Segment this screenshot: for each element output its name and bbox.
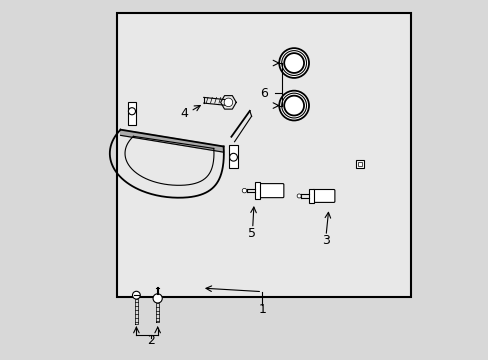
Circle shape	[297, 194, 301, 198]
Bar	[308, 189, 313, 203]
Text: 4: 4	[180, 107, 188, 120]
FancyBboxPatch shape	[312, 189, 334, 202]
FancyBboxPatch shape	[228, 145, 238, 168]
Bar	[117, 13, 410, 297]
FancyBboxPatch shape	[127, 102, 136, 125]
Circle shape	[128, 108, 135, 115]
Polygon shape	[121, 130, 223, 152]
Circle shape	[279, 48, 308, 78]
Circle shape	[229, 153, 237, 161]
Circle shape	[224, 98, 232, 107]
Bar	[254, 183, 260, 199]
Text: 3: 3	[322, 234, 329, 247]
Circle shape	[281, 51, 306, 76]
FancyBboxPatch shape	[259, 184, 283, 198]
Bar	[357, 162, 361, 166]
Text: 1: 1	[258, 303, 265, 316]
Circle shape	[132, 291, 140, 299]
Text: 5: 5	[247, 227, 255, 240]
Text: 2: 2	[146, 334, 154, 347]
Bar	[355, 160, 363, 168]
Text: 6: 6	[260, 87, 267, 100]
Circle shape	[153, 294, 162, 303]
Circle shape	[284, 96, 304, 116]
Circle shape	[242, 188, 246, 193]
Circle shape	[284, 53, 304, 73]
Circle shape	[279, 91, 308, 121]
Circle shape	[281, 93, 306, 118]
